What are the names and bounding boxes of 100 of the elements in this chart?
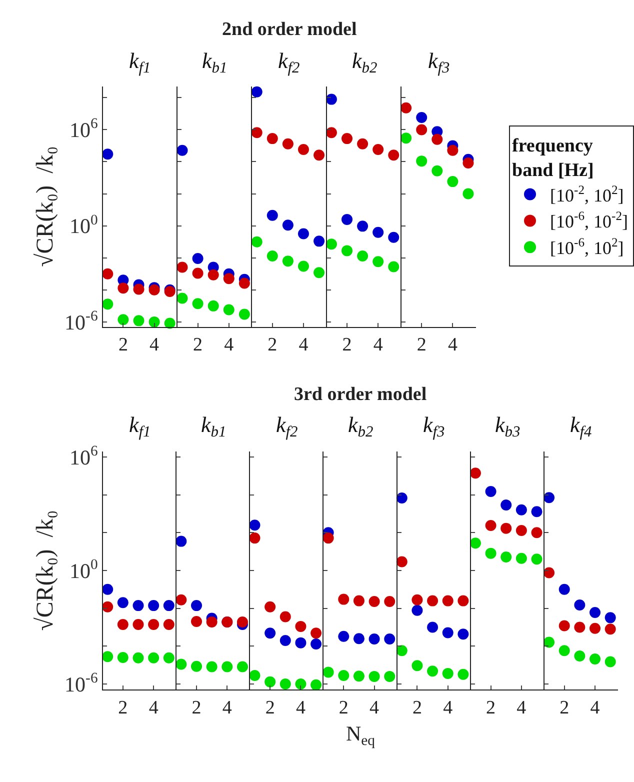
point (326, 94, 337, 105)
point (396, 645, 408, 656)
point (372, 256, 384, 268)
point (148, 316, 160, 328)
point (266, 133, 278, 144)
point (298, 260, 309, 272)
point (192, 268, 204, 279)
point (236, 661, 248, 672)
point (280, 678, 291, 690)
x-tick-label: 2 (265, 697, 275, 718)
legend-label: [10$^{-6}$, 10$^{2}$] (550, 236, 624, 258)
point (282, 220, 294, 231)
point (544, 636, 555, 648)
point (412, 594, 423, 606)
point (558, 645, 570, 656)
point (280, 611, 291, 622)
point (500, 522, 512, 534)
point (266, 250, 278, 262)
point (442, 668, 454, 679)
point (192, 298, 204, 310)
point (223, 304, 234, 316)
point (590, 622, 601, 634)
point (282, 256, 294, 267)
point (249, 670, 260, 682)
point (133, 284, 144, 295)
point (447, 176, 458, 188)
point (164, 318, 176, 329)
point (310, 628, 322, 639)
x-tick-label: 2 (486, 697, 496, 718)
y-axis-title: √CR(k₀) /k₀ (32, 510, 59, 631)
chart-title: k$_{f1}$ (129, 48, 151, 77)
point (264, 601, 276, 612)
x-tick-label: 4 (370, 697, 380, 718)
point (372, 144, 384, 156)
x-tick-label: 4 (296, 697, 306, 718)
point (191, 660, 202, 672)
point (353, 595, 364, 606)
point (176, 292, 188, 304)
x-tick-label: 2 (338, 697, 348, 718)
point (357, 138, 368, 150)
point (368, 596, 380, 607)
point (163, 600, 174, 612)
chart-title: k$_{f1}$ (129, 412, 151, 441)
point (357, 250, 368, 262)
point (531, 527, 542, 538)
point (222, 661, 233, 672)
point (264, 676, 276, 688)
point (191, 616, 202, 628)
point (326, 127, 337, 138)
point (342, 245, 352, 256)
x-tick-label: 2 (560, 697, 570, 718)
point (208, 269, 219, 280)
point (462, 188, 474, 200)
point (238, 308, 250, 320)
point (264, 628, 276, 639)
point (416, 124, 428, 136)
chart-title: k$_{b2}$ (348, 412, 374, 441)
chart-title: k$_{b2}$ (352, 48, 378, 77)
point (102, 268, 114, 280)
x-tick-label: 2 (412, 697, 422, 718)
legend-title: frequency band [Hz] (512, 135, 594, 182)
point (148, 652, 160, 664)
chart-title: k$_{f3}$ (428, 48, 450, 77)
point (485, 486, 496, 498)
point (298, 144, 309, 156)
point (531, 506, 542, 518)
point (442, 595, 454, 606)
point (388, 232, 400, 243)
point (338, 670, 350, 682)
point (298, 228, 309, 240)
point (416, 112, 428, 123)
legend-label: [10$^{-2}$, 10$^{2}$] (550, 182, 624, 206)
point (163, 652, 174, 664)
x-tick-label: 2 (268, 334, 278, 356)
point (544, 492, 555, 504)
point (516, 552, 527, 564)
point (148, 600, 160, 612)
point (427, 595, 438, 606)
point (388, 261, 400, 272)
chart-title: k$_{f3}$ (423, 412, 446, 441)
x-tick-label: 2 (193, 334, 203, 356)
y-tick-label: 10$^{6}$ (69, 116, 98, 142)
x-axis-title: N$_{eq}$ (346, 722, 376, 750)
point (132, 618, 144, 630)
point (412, 604, 423, 616)
point (117, 652, 128, 664)
x-tick-label: 2 (192, 697, 202, 718)
y-axis-title: √CR(k₀) /k₀ (32, 146, 59, 267)
point (322, 666, 334, 678)
text: 3rd order model (294, 384, 427, 405)
point (458, 668, 469, 680)
point (176, 262, 188, 273)
point (516, 504, 527, 516)
point (470, 538, 481, 549)
point (310, 638, 322, 650)
point (500, 551, 512, 562)
x-tick-label: 4 (222, 697, 232, 718)
point (388, 150, 400, 161)
point (368, 670, 380, 682)
x-tick-label: 4 (148, 697, 159, 718)
